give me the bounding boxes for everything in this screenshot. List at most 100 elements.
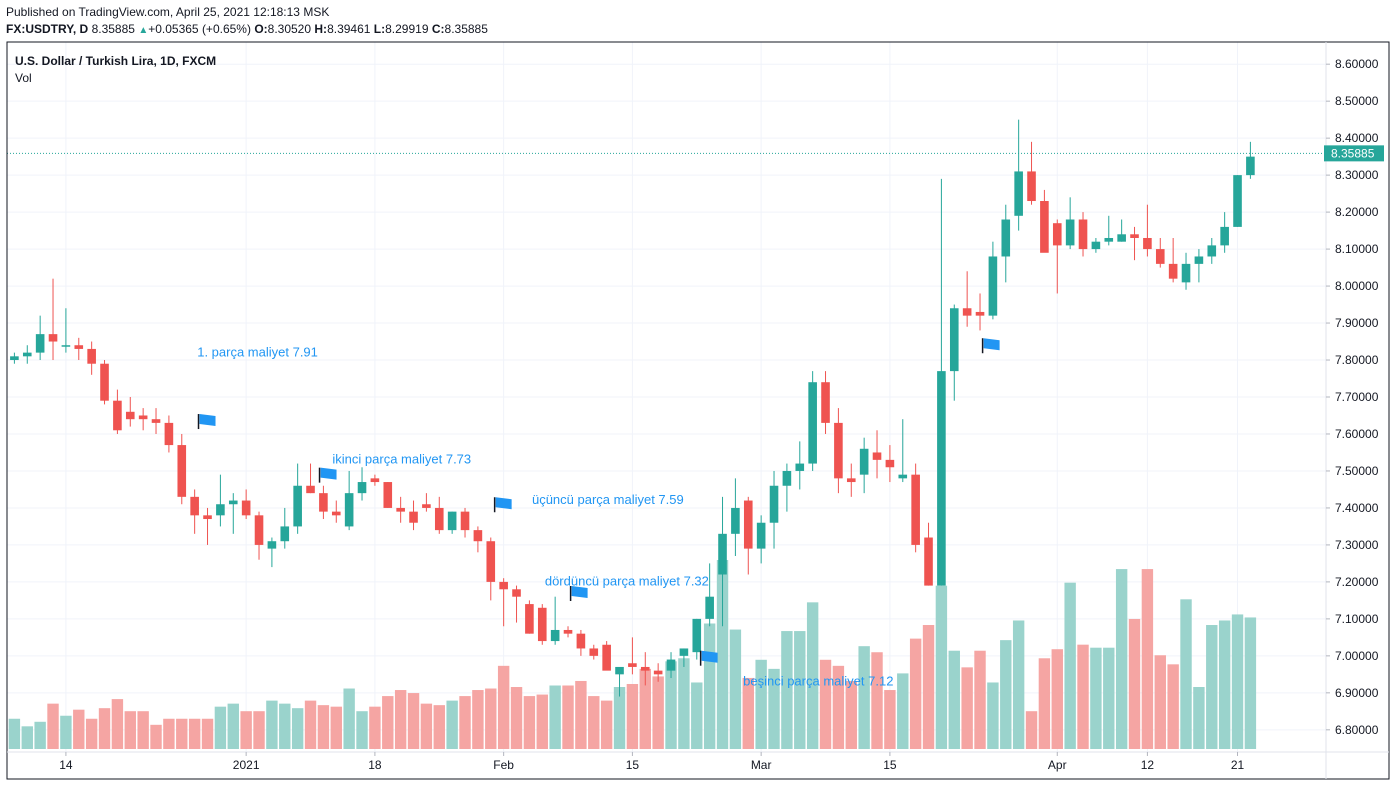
volume-bar: [137, 711, 149, 749]
y-tick-label: 7.20000: [1335, 575, 1379, 589]
volume-bar: [369, 706, 381, 749]
candle-body: [692, 618, 702, 653]
candle-body: [177, 445, 187, 497]
high-value: 8.39461: [327, 22, 371, 36]
candle-body: [550, 629, 560, 642]
candle-body: [422, 504, 431, 508]
volume-bar: [832, 665, 845, 749]
candle-body: [306, 485, 315, 494]
volume-bar: [459, 696, 471, 749]
volume-bar: [1115, 569, 1128, 749]
volume-bar: [600, 700, 613, 749]
candle-body: [988, 256, 998, 316]
volume-bar: [935, 585, 948, 749]
volume-bar: [678, 658, 690, 749]
volume-bar: [266, 700, 278, 749]
cost-annotation: 1. parça maliyet 7.91: [197, 344, 318, 359]
y-tick-label: 7.60000: [1335, 427, 1379, 441]
candle-body: [293, 485, 302, 527]
candle-body: [756, 522, 766, 549]
open-label: O:: [254, 22, 268, 36]
candle-body: [1091, 241, 1101, 250]
volume-bar: [124, 711, 136, 749]
last-price-tag-label: 8.35885: [1331, 146, 1375, 160]
candle-body: [447, 511, 457, 531]
candle-body: [370, 478, 380, 483]
volume-bar: [961, 667, 973, 749]
volume-bar: [279, 703, 291, 749]
close-label: C:: [431, 22, 445, 36]
volume-bar: [356, 711, 368, 749]
volume-bar: [523, 696, 536, 749]
y-tick-label: 6.80000: [1335, 723, 1379, 737]
volume-bar: [562, 685, 574, 749]
volume-bar: [1218, 620, 1231, 749]
volume-bar: [214, 706, 227, 749]
volume-bar: [85, 718, 98, 749]
candle-body: [962, 308, 972, 316]
y-tick-label: 8.20000: [1335, 205, 1379, 219]
candle-body: [151, 419, 161, 423]
candle-body: [331, 511, 341, 516]
volume-bar: [446, 700, 458, 749]
volume-bar: [73, 709, 85, 749]
volume-bar: [922, 625, 935, 749]
volume-bar: [1167, 664, 1179, 749]
volume-bar: [1231, 614, 1244, 749]
candle-body: [782, 470, 792, 486]
volume-bar: [884, 690, 896, 749]
y-tick-label: 8.50000: [1335, 94, 1379, 108]
published-line: Published on TradingView.com, April 25, …: [6, 5, 330, 19]
candle-body: [48, 334, 58, 342]
flag-icon: [199, 414, 216, 427]
candle-body: [383, 482, 393, 508]
volume-bar: [588, 696, 600, 749]
volume-bar: [729, 629, 742, 749]
candle-body: [846, 478, 856, 483]
y-tick-label: 7.10000: [1335, 612, 1379, 626]
x-tick-label: Apr: [1048, 758, 1067, 772]
candle-body: [1181, 263, 1191, 283]
close-value: 8.35885: [444, 22, 488, 36]
candle-body: [100, 363, 109, 401]
cost-annotation: dördüncü parça maliyet 7.32: [545, 574, 709, 589]
y-tick-label: 7.00000: [1335, 649, 1379, 663]
price-axis[interactable]: 6.80000 6.90000 7.00000 7.10000 7.20000 7.300…: [1324, 57, 1384, 737]
candle-body: [537, 607, 547, 642]
volume-bar: [1193, 687, 1205, 749]
volume-bar: [652, 676, 664, 749]
candle-body: [1194, 256, 1204, 264]
high-label: H:: [314, 22, 328, 36]
volume-bar: [948, 650, 960, 749]
volume-legend-label: Vol: [15, 71, 32, 85]
volume-bar: [291, 708, 304, 749]
volume-bar: [394, 690, 407, 749]
time-axis[interactable]: 14 2021 18 Feb 15 Mar 15 Apr 12 21: [59, 752, 1245, 772]
volume-bar: [472, 690, 484, 749]
volume-bar: [343, 688, 355, 749]
candle-body: [409, 511, 418, 523]
volume-bar: [304, 700, 317, 749]
y-tick-label: 7.30000: [1335, 538, 1379, 552]
candle-body: [61, 345, 71, 347]
candle-body: [589, 648, 599, 656]
candle-body: [1104, 237, 1114, 242]
x-tick-label: Mar: [751, 758, 772, 772]
flag-icon: [983, 338, 1000, 351]
grid-lines: [7, 42, 1326, 752]
volume-bar: [1000, 640, 1012, 749]
candle-body: [1233, 175, 1242, 227]
volume-bar: [1090, 647, 1102, 749]
chart-legend-title: U.S. Dollar / Turkish Lira, 1D, FXCM: [15, 54, 216, 68]
candle-body: [937, 371, 946, 586]
volume-bar: [98, 708, 111, 749]
candle-body: [885, 459, 895, 468]
candle-body: [525, 604, 534, 634]
candle-body: [576, 633, 586, 649]
flag-icon: [320, 467, 337, 480]
candle-body: [924, 537, 933, 586]
candle-body: [190, 496, 199, 516]
candle-body: [319, 493, 328, 512]
volume-bar: [575, 680, 587, 749]
